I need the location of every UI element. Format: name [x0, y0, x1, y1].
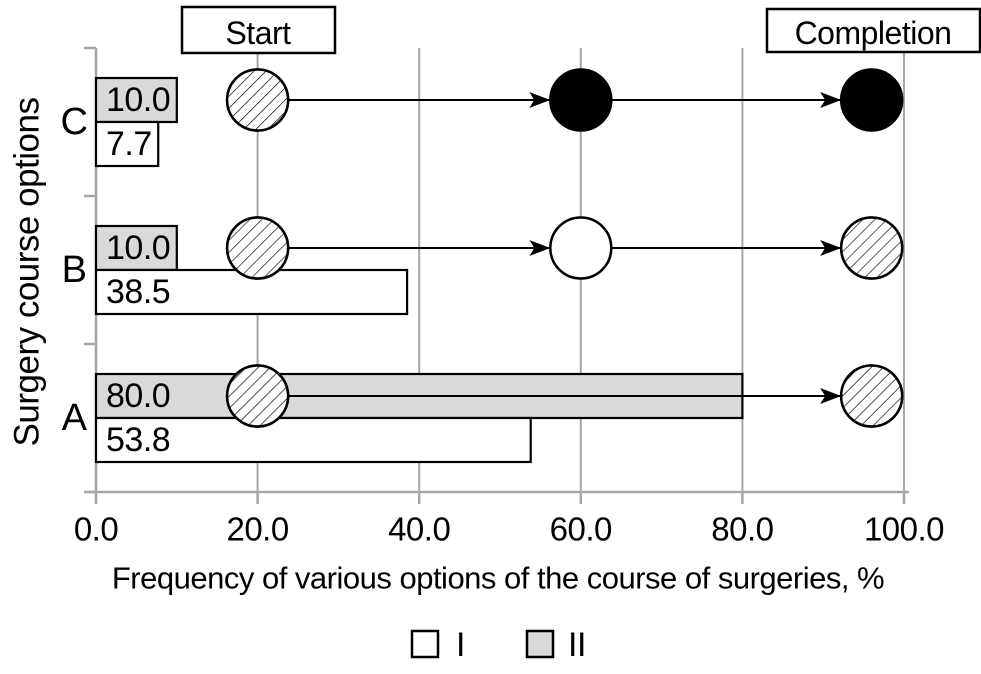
legend: I II — [410, 626, 586, 664]
course-markers-layer — [225, 68, 904, 428]
bar-value-label: 53.8 — [106, 421, 170, 459]
start-label: Start — [225, 15, 291, 51]
start-annotation: Start — [180, 5, 337, 55]
x-tick-label: 60.0 — [550, 511, 612, 548]
flow-arrows-layer — [288, 92, 842, 404]
legend-item-I: I — [410, 626, 465, 664]
bar-value-label: 10.0 — [106, 229, 170, 267]
category-label-A: A — [62, 397, 88, 439]
y-axis-title: Surgery course options — [8, 98, 47, 447]
bar-value-label: 80.0 — [106, 377, 170, 415]
bar-II-B — [94, 224, 178, 272]
tick-and-category-labels-layer: 0.0 20.0 40.0 60.0 80.0 100.0 10.0 7.7 C 10.0 38.5… — [61, 81, 945, 548]
completion-annotation: Completion — [765, 7, 981, 54]
marker-black-circle — [839, 68, 904, 132]
marker-hatched-circle — [225, 68, 290, 132]
x-tick-label: 80.0 — [711, 511, 773, 548]
marker-hatched-circle — [839, 364, 904, 428]
legend-label-I: I — [456, 626, 465, 664]
marker-hatched-circle — [839, 216, 904, 280]
completion-label-box — [765, 7, 981, 54]
x-axis-title: Frequency of various options of the cour… — [112, 561, 884, 596]
marker-hatched-circle — [225, 364, 290, 428]
start-label-box — [180, 5, 337, 55]
x-tick-label: 100.0 — [864, 511, 944, 548]
legend-item-II: II — [525, 626, 586, 664]
legend-swatch-II — [525, 629, 555, 659]
bar-value-label: 10.0 — [106, 81, 170, 119]
category-label-C: C — [61, 101, 88, 143]
bar-I-A — [94, 416, 532, 464]
x-tick-label: 20.0 — [226, 511, 288, 548]
bar-I-C — [94, 120, 160, 168]
legend-label-II: II — [568, 626, 586, 664]
bar-value-label: 7.7 — [106, 125, 152, 163]
marker-black-circle — [549, 68, 613, 132]
completion-label: Completion — [795, 15, 952, 51]
legend-swatch-I — [410, 629, 440, 659]
marker-open-circle — [549, 216, 613, 280]
x-tick-label: 0.0 — [74, 511, 119, 548]
x-tick-label: 40.0 — [388, 511, 450, 548]
category-label-B: B — [62, 249, 87, 291]
marker-hatched-circle — [225, 216, 290, 280]
bar-value-label: 38.5 — [106, 273, 170, 311]
